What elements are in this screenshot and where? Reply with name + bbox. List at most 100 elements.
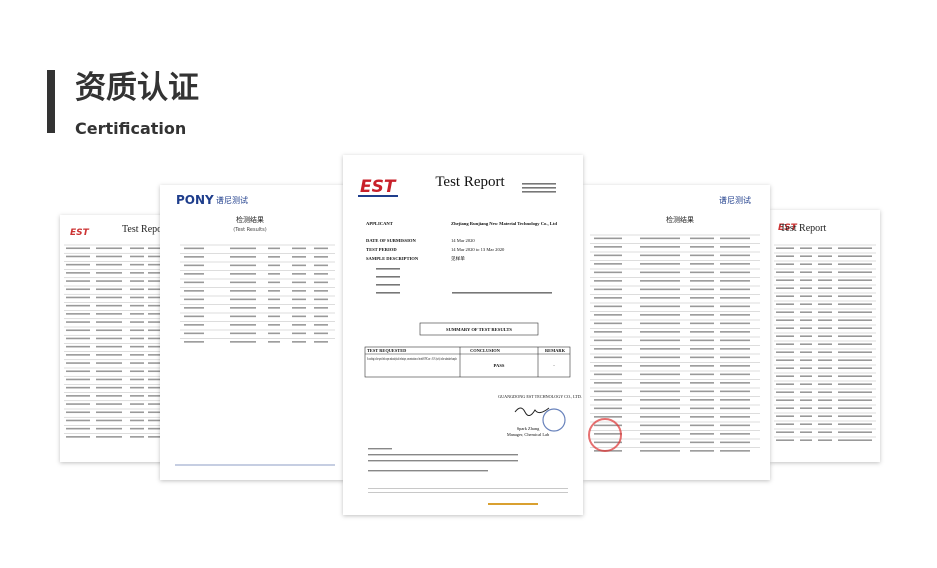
text-line xyxy=(690,390,714,393)
field-value: Zhejiang Runjiang New Material Technolog… xyxy=(451,221,557,226)
text-line xyxy=(640,356,680,359)
text-line xyxy=(314,290,328,292)
text-line xyxy=(720,365,750,367)
text-line xyxy=(690,424,714,427)
heading: 检测结果 xyxy=(236,215,264,224)
logo-bar xyxy=(358,195,398,197)
text-line xyxy=(130,337,144,340)
text-line xyxy=(522,191,556,193)
text-line xyxy=(148,419,164,422)
text-line xyxy=(66,329,90,332)
text-line xyxy=(66,370,90,373)
text-line xyxy=(720,271,750,274)
text-line xyxy=(96,296,122,299)
text-line xyxy=(268,256,280,258)
text-line xyxy=(594,322,622,325)
text-line xyxy=(130,427,144,430)
text-line xyxy=(720,246,750,248)
text-line xyxy=(66,411,90,414)
text-line xyxy=(184,324,204,326)
text-line xyxy=(776,263,794,265)
text-line xyxy=(230,256,256,258)
text-line xyxy=(130,321,144,323)
text-line xyxy=(720,373,750,376)
text-line xyxy=(314,324,328,326)
text-line xyxy=(690,331,714,333)
text-line xyxy=(292,341,306,343)
text-line xyxy=(230,332,256,335)
text-line xyxy=(776,335,794,337)
text-line xyxy=(800,423,812,425)
text-line xyxy=(268,315,280,318)
text-line xyxy=(148,403,164,405)
text-line xyxy=(800,279,812,281)
text-line xyxy=(776,415,794,417)
text-line xyxy=(66,304,90,307)
text-line xyxy=(838,255,872,257)
text-line xyxy=(368,488,568,489)
text-line xyxy=(800,407,812,409)
text-line xyxy=(690,399,714,401)
text-line xyxy=(292,332,306,335)
text-line xyxy=(800,399,812,401)
text-line xyxy=(838,367,872,369)
logo: EST xyxy=(778,223,798,233)
text-line xyxy=(314,307,328,309)
text-line xyxy=(66,354,90,356)
text-line xyxy=(292,290,306,292)
text-line xyxy=(66,386,90,389)
text-line xyxy=(148,296,164,299)
text-line xyxy=(368,492,568,493)
text-line xyxy=(818,367,832,369)
doc-title: Test Report xyxy=(435,174,505,190)
text-line xyxy=(640,271,680,274)
signer-title: Manager, Chemical Lab xyxy=(507,432,550,438)
text-line xyxy=(594,246,622,248)
summary: SUMMARY OF TEST RESULTS xyxy=(446,327,512,332)
text-line xyxy=(690,433,714,435)
heading: 检测结果 xyxy=(666,215,694,224)
text-line xyxy=(720,280,750,282)
text-line xyxy=(690,339,714,342)
text-line xyxy=(776,271,794,273)
field-value: 14 Mar 2020 to 13 Mar 2020 xyxy=(451,247,505,252)
text-line xyxy=(184,290,204,292)
text-line xyxy=(818,255,832,257)
text-line xyxy=(838,399,872,401)
doc-title: Test Report xyxy=(122,224,168,235)
text-line xyxy=(776,399,794,401)
text-line xyxy=(314,273,328,275)
text-line xyxy=(130,386,144,389)
text-line xyxy=(594,305,622,308)
text-line xyxy=(720,416,750,418)
text-line xyxy=(292,247,306,250)
text-line xyxy=(838,327,872,329)
text-line xyxy=(690,365,714,367)
text-line xyxy=(690,246,714,248)
text-line xyxy=(800,335,812,337)
text-line xyxy=(522,187,556,189)
text-line xyxy=(776,327,794,329)
text-line xyxy=(838,303,872,305)
text-line xyxy=(818,247,832,249)
text-line xyxy=(96,378,122,381)
text-line xyxy=(66,427,90,430)
text-line xyxy=(594,416,622,418)
text-line xyxy=(368,470,488,472)
text-line xyxy=(66,337,90,340)
text-line xyxy=(96,255,122,258)
table-cell: - xyxy=(553,363,555,368)
text-line xyxy=(148,411,164,414)
text-line xyxy=(130,304,144,307)
text-line xyxy=(776,343,794,345)
text-line xyxy=(800,343,812,345)
text-line xyxy=(148,378,164,381)
text-line xyxy=(818,351,832,353)
text-line xyxy=(818,295,832,297)
text-line xyxy=(818,319,832,321)
text-line xyxy=(148,337,164,340)
text-line xyxy=(66,321,90,323)
text-line xyxy=(690,407,714,410)
text-line xyxy=(690,382,714,384)
text-line xyxy=(720,331,750,333)
